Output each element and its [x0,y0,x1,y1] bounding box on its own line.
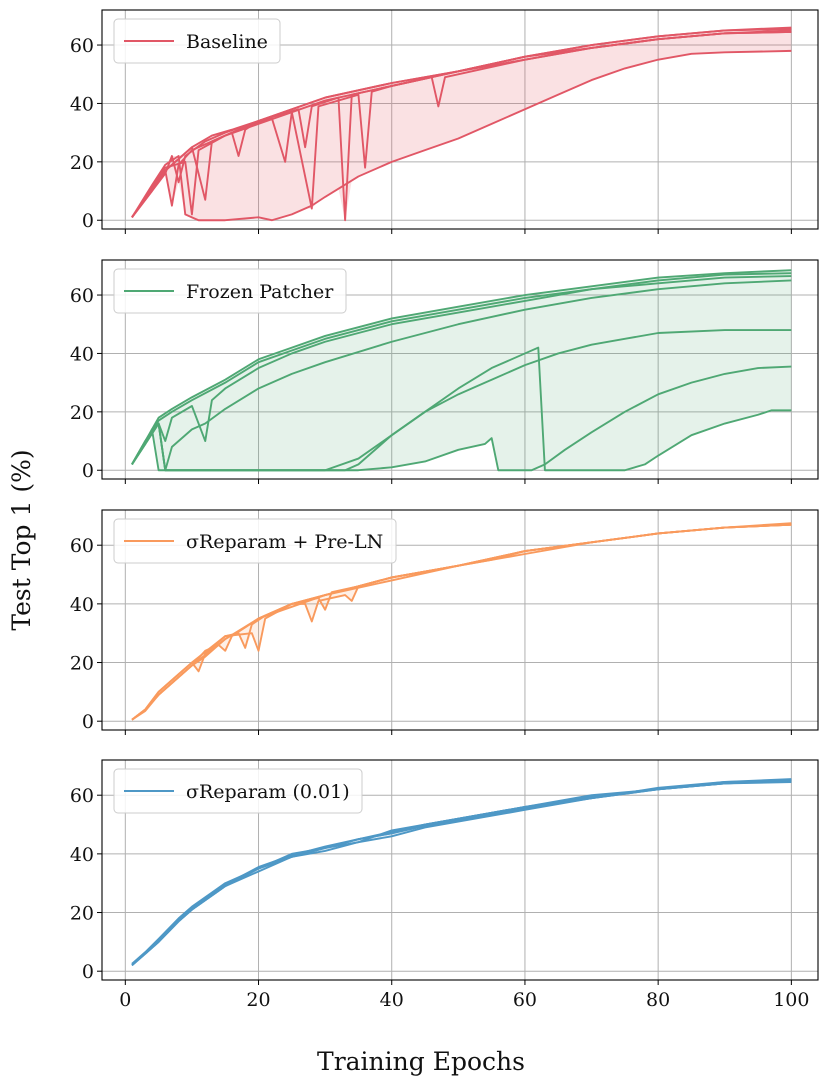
y-tick-label: 40 [70,844,94,866]
legend-box [113,768,363,814]
y-tick-label: 0 [82,961,94,983]
x-tick-label: 40 [380,989,404,1011]
y-tick-label: 0 [82,460,94,482]
series-range-band [131,270,792,471]
y-tick-label: 20 [70,402,94,424]
y-tick-label: 20 [70,653,94,675]
panel-2: 0 20 40 60 Frozen Patcher [70,259,819,484]
y-tick-label: 60 [70,535,94,557]
plot-frame [101,509,819,731]
legend-box [113,268,347,314]
legend-label: σReparam (0.01) [186,781,350,803]
legend: σReparam (0.01) [113,768,363,814]
legend: Frozen Patcher [113,268,347,314]
series-line-3 [131,275,792,465]
y-tick-label: 60 [70,785,94,807]
plot-frame [101,759,819,981]
y-tick-label: 0 [82,711,94,733]
x-tick-label: 60 [513,989,537,1011]
x-axis-title: Training Epochs [317,1047,525,1076]
y-tick-label: 20 [70,903,94,925]
y-tick-label: 60 [70,35,94,57]
panel-4: 0 20 40 60 0 20 40 60 80 100 σReparam (0.01) [70,759,819,1011]
legend-label: Baseline [186,31,268,53]
x-tick-label: 100 [773,989,809,1011]
y-tick-label: 40 [70,343,94,365]
series-line-5 [131,30,792,222]
legend-box [113,518,397,564]
y-tick-label: 60 [70,285,94,307]
y-axis-title: Test Top 1 (%) [7,449,36,630]
x-tick-label: 80 [646,989,670,1011]
panel-1: 0 20 40 60 Baseline [70,9,819,234]
legend-label: Frozen Patcher [186,281,334,303]
x-tick-label: 0 [119,989,131,1011]
y-tick-label: 40 [70,93,94,115]
series-line-7 [131,329,792,472]
panel-3: 0 20 40 60 σReparam + Pre-LN [70,509,819,735]
x-tick-label: 20 [246,989,270,1011]
series-line-5 [131,779,792,967]
legend: σReparam + Pre-LN [113,518,397,564]
series-line-6 [131,49,792,222]
legend-label: σReparam + Pre-LN [186,531,383,553]
y-tick-label: 40 [70,594,94,616]
series-line-2 [131,272,792,465]
plot-frame [101,9,819,230]
plot-frame [101,259,819,480]
series-line-1 [131,269,792,465]
series-line-5 [131,523,792,721]
y-tick-label: 0 [82,210,94,232]
series-line-4 [131,30,792,218]
legend: Baseline [113,18,281,64]
series-range-band [131,27,792,221]
legend-box [113,18,281,64]
y-tick-label: 20 [70,152,94,174]
